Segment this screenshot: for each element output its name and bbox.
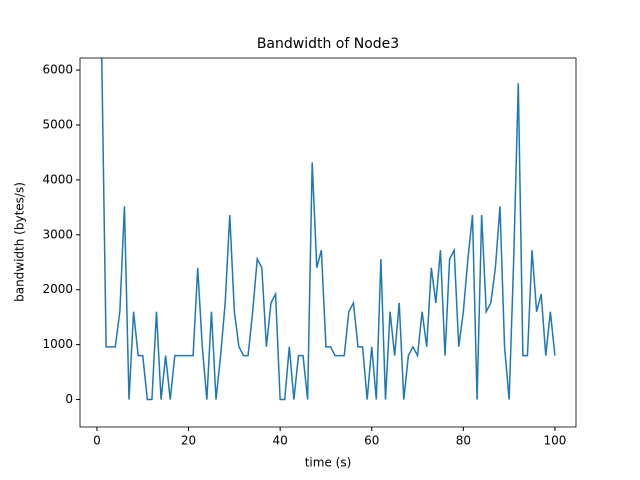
plot-frame <box>79 57 577 428</box>
y-tick-label: 6000 <box>42 63 73 77</box>
x-tick-label: 80 <box>456 434 471 448</box>
y-tick-label: 3000 <box>42 227 73 241</box>
x-tick-label: 40 <box>272 434 287 448</box>
y-tick-label: 4000 <box>42 172 73 186</box>
y-tick-label: 5000 <box>42 117 73 131</box>
y-axis-label: bandwidth (bytes/s) <box>13 182 27 302</box>
y-tick-label: 0 <box>65 392 73 406</box>
x-tick-label: 60 <box>364 434 379 448</box>
data-line <box>101 58 556 401</box>
x-axis-label: time (s) <box>305 456 352 470</box>
y-tick-label: 2000 <box>42 282 73 296</box>
y-tick-label: 1000 <box>42 337 73 351</box>
x-tick-label: 20 <box>181 434 196 448</box>
chart-title: Bandwidth of Node3 <box>257 36 399 52</box>
x-tick-label: 100 <box>543 434 566 448</box>
x-tick-label: 0 <box>93 434 101 448</box>
